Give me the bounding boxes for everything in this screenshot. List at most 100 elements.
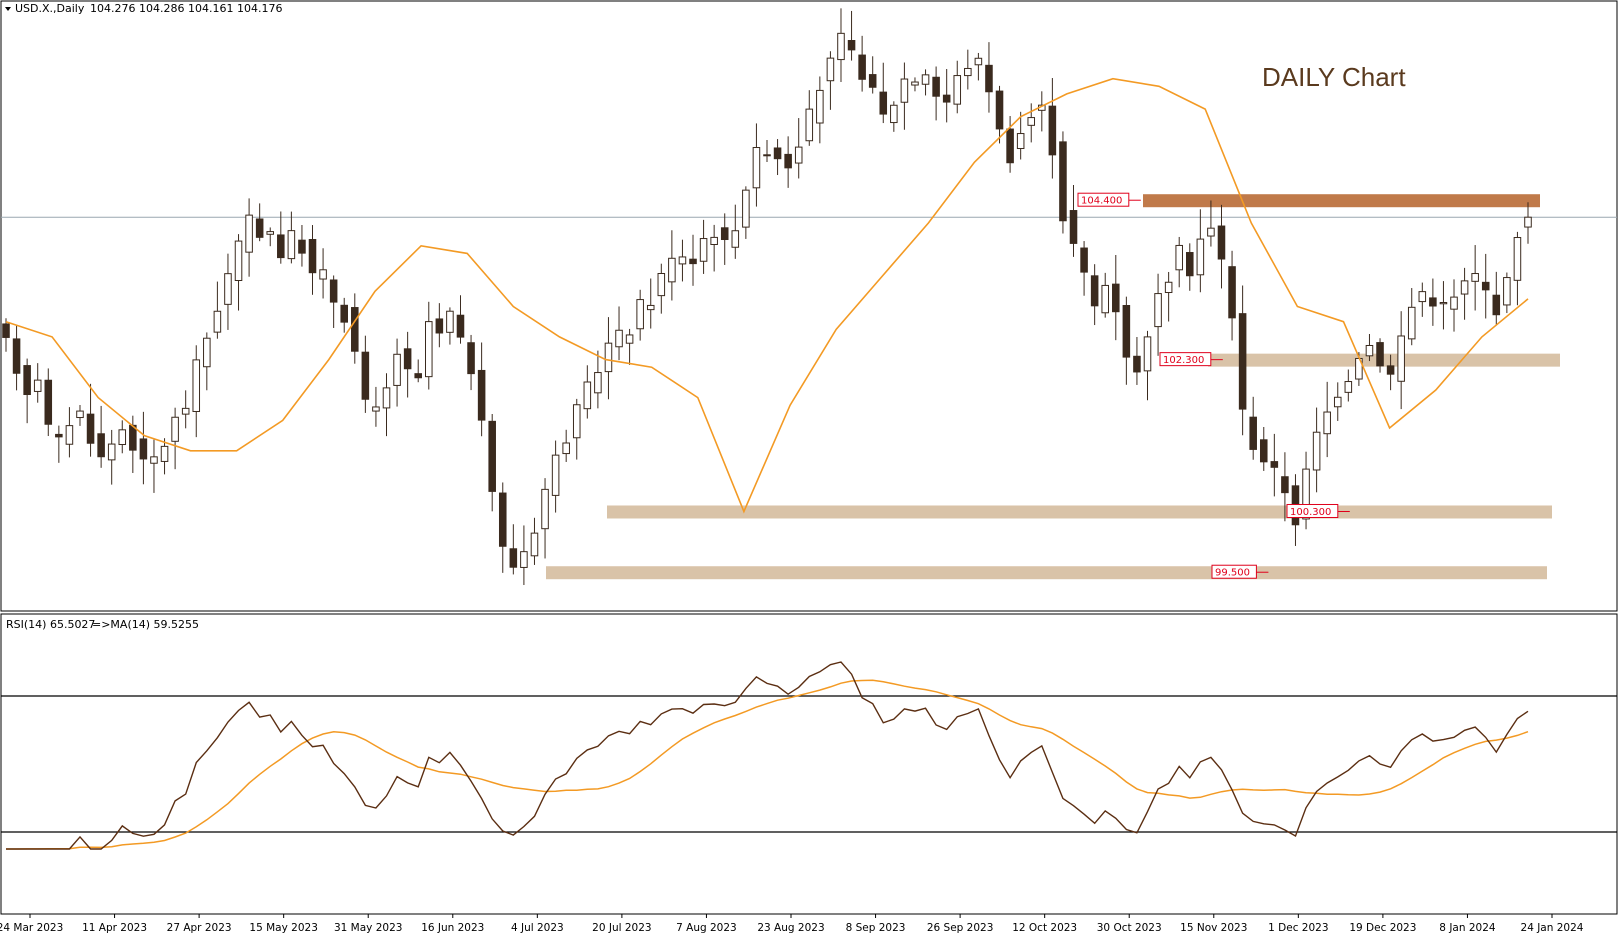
candle <box>837 32 845 61</box>
candle <box>668 257 676 283</box>
candle <box>160 445 169 462</box>
candle <box>1122 305 1131 358</box>
candle <box>1016 133 1025 150</box>
candle <box>942 94 951 103</box>
candle <box>900 78 909 103</box>
x-axis-label: 16 Jun 2023 <box>421 922 484 934</box>
candle <box>435 318 444 334</box>
price-pane-frame <box>0 0 1618 612</box>
candle <box>720 227 729 241</box>
candle <box>255 218 264 238</box>
candle <box>689 258 697 265</box>
symbol-label: USD.X.,Daily <box>15 2 85 15</box>
candle <box>76 410 84 419</box>
candle <box>361 351 370 400</box>
candle <box>1471 273 1479 282</box>
candle <box>985 64 993 93</box>
x-axis-label: 19 Dec 2023 <box>1349 922 1416 934</box>
x-axis-label: 1 Dec 2023 <box>1268 922 1328 934</box>
candle <box>372 406 380 412</box>
candle <box>118 429 127 446</box>
candle <box>1186 252 1194 277</box>
candle <box>1249 416 1257 450</box>
candle <box>1418 291 1427 303</box>
candle <box>1048 105 1057 156</box>
candle <box>107 443 116 461</box>
candle <box>921 74 930 85</box>
candle <box>1439 302 1448 305</box>
level-zone-104.400 <box>1143 194 1540 208</box>
level-label: 104.400 <box>1081 196 1122 207</box>
candle <box>150 456 158 464</box>
level-zone-102.300 <box>1208 353 1560 367</box>
candle <box>1196 238 1205 276</box>
candle <box>65 425 74 445</box>
candle <box>1450 296 1458 310</box>
candle <box>203 337 211 368</box>
candle <box>572 404 581 439</box>
candle <box>414 373 422 379</box>
candle <box>171 416 179 442</box>
x-axis-label: 11 Apr 2023 <box>82 922 147 934</box>
candle <box>1481 281 1490 291</box>
candle <box>953 75 962 105</box>
candle <box>615 329 623 348</box>
candle <box>1006 128 1014 164</box>
x-axis-label: 7 Aug 2023 <box>676 922 737 934</box>
candle <box>319 269 327 280</box>
candle <box>287 230 296 260</box>
candle <box>731 230 740 248</box>
candle <box>1238 313 1247 410</box>
candle <box>1344 381 1353 393</box>
candle <box>55 433 63 438</box>
x-axis-label: 4 Jul 2023 <box>511 922 564 934</box>
candle <box>932 76 940 97</box>
x-axis-label: 24 Mar 2023 <box>0 922 63 934</box>
candle <box>446 310 454 333</box>
candle <box>33 379 42 392</box>
candle <box>1080 247 1088 273</box>
candle <box>1027 117 1036 126</box>
candle <box>1207 227 1215 237</box>
candle <box>181 407 190 415</box>
level-label: 102.300 <box>1163 355 1204 366</box>
candlestick-series <box>2 8 1532 586</box>
x-axis-label: 12 Oct 2023 <box>1012 922 1077 934</box>
candle <box>1154 293 1162 328</box>
candle <box>1069 210 1078 244</box>
candle <box>467 342 475 375</box>
candle <box>298 239 306 254</box>
candle <box>1312 431 1321 471</box>
candle <box>277 234 285 259</box>
candle <box>44 379 53 425</box>
x-axis-label: 31 May 2023 <box>334 922 402 934</box>
candle <box>477 369 486 421</box>
candle <box>1386 365 1395 375</box>
candle <box>868 74 877 88</box>
symbol-dropdown-icon[interactable] <box>5 7 11 11</box>
candle <box>784 153 792 169</box>
candle <box>995 90 1004 130</box>
candle <box>530 532 539 557</box>
x-axis-label: 15 Nov 2023 <box>1180 922 1247 934</box>
candle <box>911 81 919 86</box>
candle <box>1333 396 1342 408</box>
candle <box>86 413 95 444</box>
candle <box>594 372 602 394</box>
x-axis-label: 20 Jul 2023 <box>592 922 651 934</box>
x-axis-label: 30 Oct 2023 <box>1097 922 1162 934</box>
candle <box>551 454 560 496</box>
candle <box>1164 281 1173 294</box>
candle <box>382 387 391 409</box>
candle <box>1143 336 1152 372</box>
candle <box>752 147 761 189</box>
level-zone-99.500 <box>546 566 1547 580</box>
rsi-pane-frame <box>0 613 1618 915</box>
candle <box>1302 468 1310 520</box>
candle <box>266 231 275 235</box>
candle <box>520 551 528 568</box>
candle <box>1524 216 1532 228</box>
candle <box>541 488 549 530</box>
x-axis-label: 8 Sep 2023 <box>846 922 906 934</box>
